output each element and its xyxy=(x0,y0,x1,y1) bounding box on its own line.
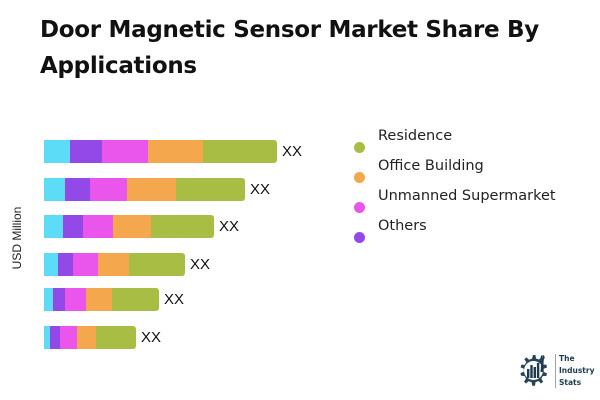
bar-segment-office-building xyxy=(98,253,129,276)
bar-segment-cyan xyxy=(44,253,58,276)
stacked-bar xyxy=(44,178,245,201)
legend-label: Others xyxy=(378,218,427,234)
bar-segment-residence xyxy=(176,178,245,201)
legend-label: Unmanned Supermarket xyxy=(378,188,556,204)
bar-segment-residence xyxy=(129,253,185,276)
bar-value-label: XX xyxy=(250,181,271,198)
bar-segment-unmanned-supermarket xyxy=(90,178,127,201)
bar-value-label: XX xyxy=(219,218,240,235)
bar-segment-unmanned-supermarket xyxy=(73,253,98,276)
gear-chart-logo-icon xyxy=(520,355,547,386)
brand-logo: The Industry Stats xyxy=(514,352,594,392)
bar-segment-office-building xyxy=(113,215,151,238)
chart-title: Door Magnetic Sensor Market Share By App… xyxy=(40,17,539,79)
bar-segment-residence xyxy=(203,140,277,163)
bar-segment-others xyxy=(70,140,102,163)
stacked-bar xyxy=(44,140,277,163)
legend-label: Residence xyxy=(378,128,453,144)
bar-segment-others xyxy=(53,288,65,311)
logo-divider xyxy=(555,354,556,388)
bar-segment-residence xyxy=(96,326,136,349)
stacked-bar xyxy=(44,326,136,349)
bar-segment-unmanned-supermarket xyxy=(65,288,86,311)
stacked-bar xyxy=(44,288,159,311)
bar-segment-cyan xyxy=(44,288,53,311)
bar-value-label: XX xyxy=(164,291,185,308)
bar-segment-unmanned-supermarket xyxy=(102,140,148,163)
stacked-bar xyxy=(44,215,214,238)
bar-segment-residence xyxy=(151,215,214,238)
bar-segment-others xyxy=(50,326,60,349)
logo-text: The Industry Stats xyxy=(559,353,594,389)
logo-text-line: Industry xyxy=(559,366,595,375)
logo-text-line: Stats xyxy=(559,378,582,387)
bar-segment-others xyxy=(58,253,73,276)
bar-segment-cyan xyxy=(44,326,50,349)
bar-segment-others xyxy=(63,215,83,238)
bar-segment-residence xyxy=(112,288,159,311)
bar-value-label: XX xyxy=(190,256,211,273)
legend-dot-icon xyxy=(354,172,365,183)
logo-text-line: The xyxy=(559,354,575,363)
legend-dot-icon xyxy=(354,202,365,213)
bar-segment-unmanned-supermarket xyxy=(60,326,77,349)
legend-label: Office Building xyxy=(378,158,484,174)
bar-segment-others xyxy=(65,178,90,201)
bar-segment-cyan xyxy=(44,140,70,163)
bar-segment-office-building xyxy=(77,326,96,349)
bar-value-label: XX xyxy=(282,143,303,160)
legend-dot-icon xyxy=(354,232,365,243)
bar-segment-office-building xyxy=(127,178,176,201)
plot-area: XX XX XX XX XX XX xyxy=(44,140,303,349)
bar-segment-cyan xyxy=(44,178,65,201)
stacked-bar xyxy=(44,253,185,276)
legend-dot-icon xyxy=(354,142,365,153)
bar-segment-cyan xyxy=(44,215,63,238)
bar-value-label: XX xyxy=(141,329,162,346)
bar-segment-office-building xyxy=(148,140,203,163)
bar-segment-office-building xyxy=(86,288,112,311)
bar-segment-unmanned-supermarket xyxy=(83,215,113,238)
